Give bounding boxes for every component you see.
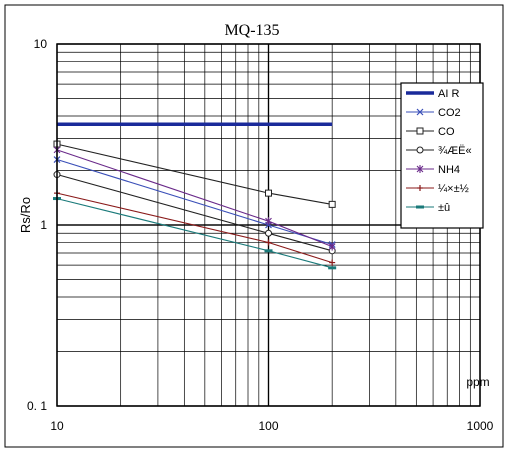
legend-label: CO	[438, 126, 455, 138]
y-tick-label: 0. 1	[27, 399, 47, 413]
legend: AI R CO2 CO ¾ÆË« NH4 ¼×±½ ±û͹	[401, 83, 483, 228]
legend-label: AI R	[438, 88, 459, 100]
data-point	[329, 201, 335, 207]
legend-marker	[416, 206, 424, 209]
data-point	[265, 249, 273, 252]
x-tick-label: 10	[50, 419, 64, 433]
legend-label: ¾ÆË«	[438, 145, 472, 157]
legend-label: ¼×±½	[438, 183, 469, 195]
legend-label: CO2	[438, 107, 461, 119]
legend-label: ±û͹	[438, 202, 450, 214]
data-point	[266, 230, 272, 236]
y-tick-label: 10	[34, 37, 48, 51]
y-axis-label: Rs/Ro	[18, 197, 33, 233]
legend-marker	[417, 147, 423, 153]
y-tick-label: 1	[40, 218, 47, 232]
legend-marker	[417, 128, 423, 134]
x-tick-label: 100	[258, 419, 278, 433]
data-point	[266, 190, 272, 196]
data-point	[328, 266, 336, 269]
x-axis-label: ppm	[466, 375, 489, 389]
x-tick-label: 1000	[467, 419, 494, 433]
chart-title: MQ-135	[224, 22, 279, 39]
legend-label: NH4	[438, 164, 460, 176]
